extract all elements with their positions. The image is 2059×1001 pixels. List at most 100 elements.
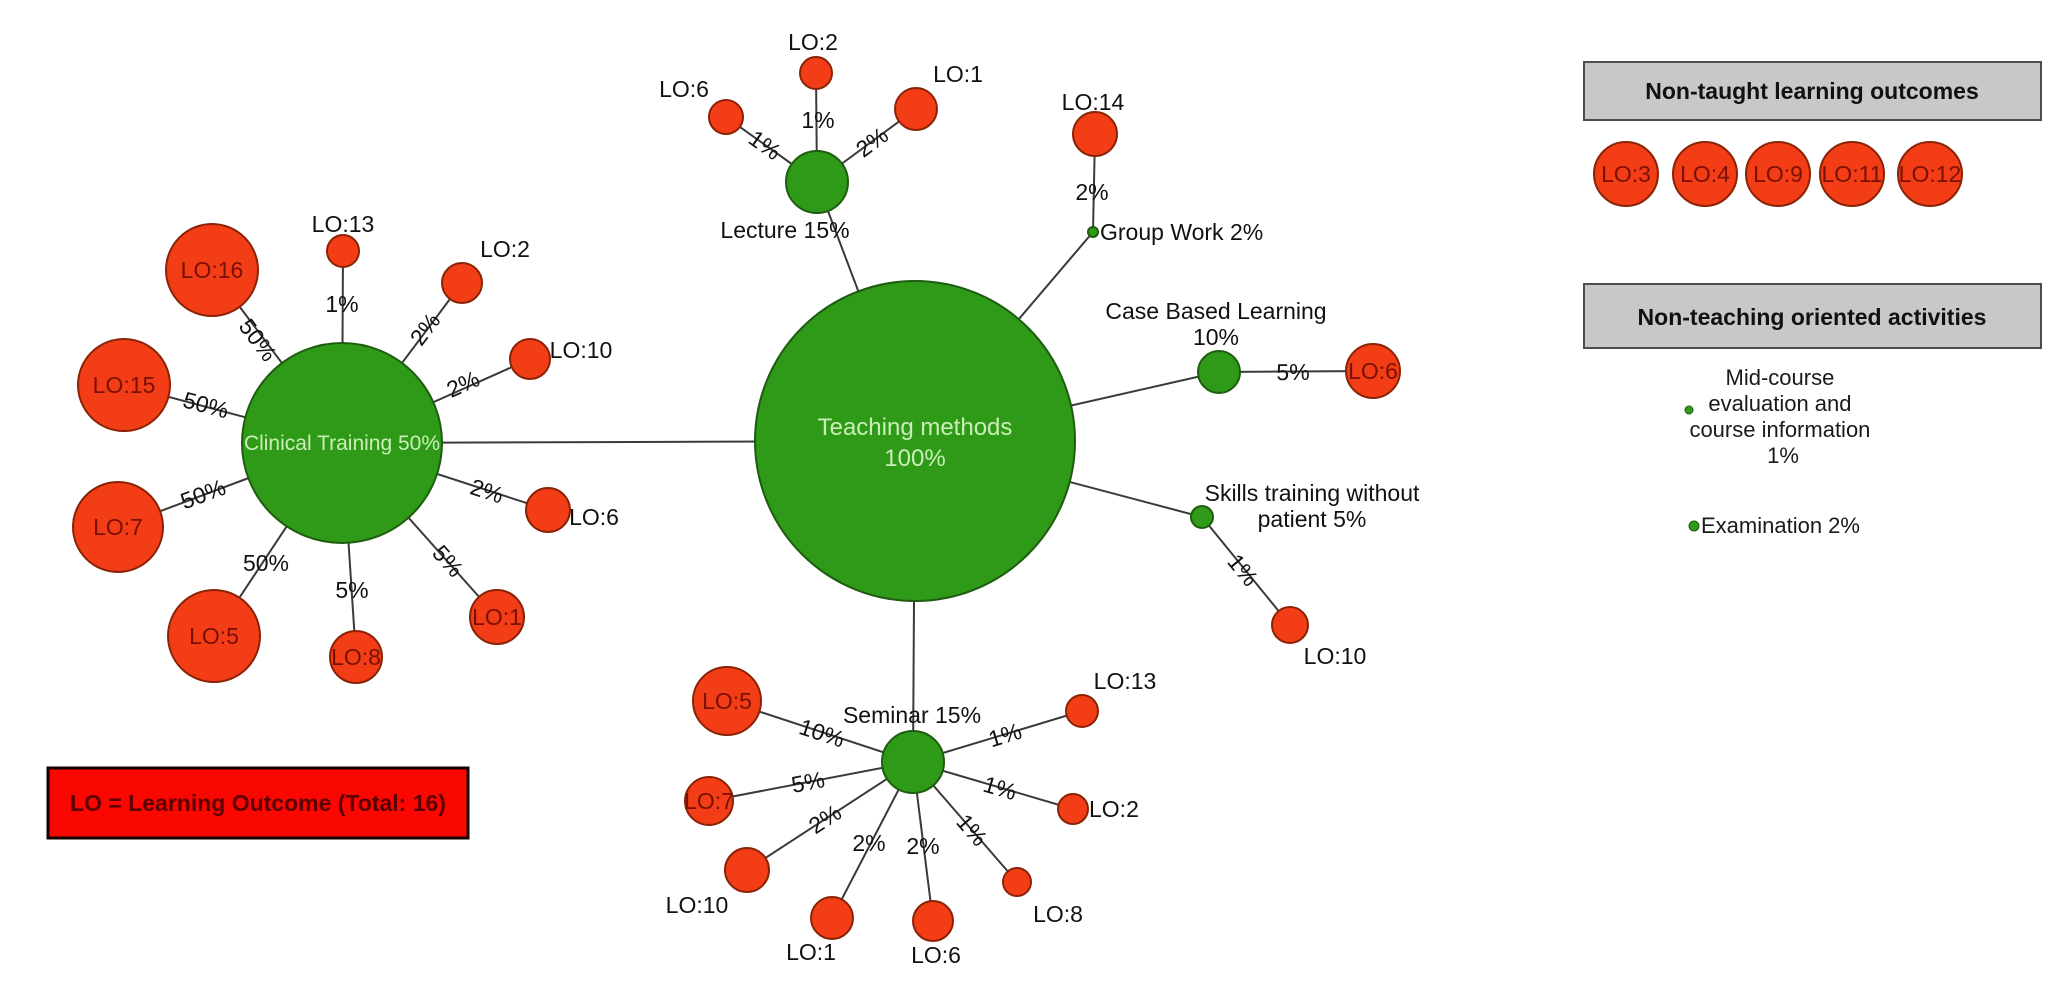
node-label-cb-lo6: LO:6 <box>1348 358 1398 384</box>
edge-label-seminar-se-lo1: 2% <box>852 830 885 856</box>
node-label-c-lo5: LO:5 <box>189 623 239 649</box>
node-c-lo1 <box>469 589 525 645</box>
edge-label-seminar-se-lo6: 2% <box>906 833 939 859</box>
activity-mid-course: Mid-course evaluation and course informa… <box>1684 365 1870 468</box>
node-seminar <box>881 730 945 794</box>
node-se-lo8 <box>1002 867 1032 897</box>
legend-box-rect <box>46 766 470 840</box>
edge-label-clinical-c-lo7: 50% <box>177 474 229 515</box>
edge-label-seminar-se-lo10: 2% <box>804 799 846 839</box>
node-label-c-lo2: LO:2 <box>480 236 530 262</box>
node-c-lo10 <box>509 338 551 380</box>
activity-examination: Examination 2% <box>1688 513 1860 538</box>
panel-non-taught: Non-taught learning outcomes <box>1583 61 2042 121</box>
examination-dot-icon <box>1688 520 1700 532</box>
panel-non-taught-box <box>1583 61 2042 121</box>
legend-box: LO = Learning Outcome (Total: 16) <box>46 766 470 840</box>
node-nt-lo9 <box>1745 141 1811 207</box>
node-group-work <box>1087 226 1099 238</box>
nodes-layer <box>72 56 1963 942</box>
node-label-c-lo6: LO:6 <box>569 504 619 530</box>
edge-label-clinical-c-lo8: 5% <box>335 577 368 603</box>
node-label-se-lo10: LO:10 <box>666 892 729 918</box>
edge-label-lecture-l-lo1: 2% <box>851 122 893 163</box>
edge-label-clinical-c-lo10: 2% <box>443 365 484 402</box>
node-label-seminar: Seminar 15% <box>843 702 981 728</box>
edge-label-seminar-se-lo5: 10% <box>796 713 848 752</box>
edge-skills-s-lo10 <box>1201 516 1291 626</box>
edge-seminar-se-lo10 <box>746 761 914 871</box>
node-se-lo1 <box>810 896 854 940</box>
node-label-se-lo7: LO:7 <box>684 788 734 814</box>
node-nt-lo12 <box>1897 141 1963 207</box>
node-label-lecture: Lecture 15% <box>720 217 849 243</box>
node-label-se-lo8: LO:8 <box>1033 901 1083 927</box>
node-label-l-lo2: LO:2 <box>788 29 838 55</box>
edge-label-seminar-se-lo2: 1% <box>980 771 1019 805</box>
node-label-clinical: Clinical Training 50% <box>244 432 440 455</box>
node-label-l-lo6: LO:6 <box>659 76 709 102</box>
node-s-lo10 <box>1271 606 1309 644</box>
mid-course-dot-icon <box>1684 405 1694 415</box>
node-se-lo13 <box>1065 694 1099 728</box>
panel-non-teaching: Non-teaching oriented activities <box>1583 283 2042 349</box>
node-se-lo2 <box>1057 793 1089 825</box>
node-clinical <box>241 342 443 544</box>
node-label-nt-lo11: LO:11 <box>1822 161 1883 187</box>
node-c-lo5 <box>167 589 261 683</box>
node-nt-lo11 <box>1819 141 1885 207</box>
node-label-c-lo7: LO:7 <box>93 514 143 540</box>
node-l-lo2 <box>799 56 833 90</box>
node-label-teaching: Teaching methods 100% <box>818 414 1013 472</box>
node-c-lo7 <box>72 481 164 573</box>
node-label-se-lo2: LO:2 <box>1089 796 1139 822</box>
edge-seminar-se-lo7 <box>708 761 914 802</box>
node-c-lo16 <box>165 223 259 317</box>
node-label-case-based: Case Based Learning 10% <box>1105 298 1326 350</box>
node-label-c-lo1: LO:1 <box>472 604 522 630</box>
node-labels-layer: Teaching methods 100% Clinical Training 50… <box>93 29 1962 968</box>
edge-label-lecture-l-lo6: 1% <box>744 125 786 165</box>
node-label-c-lo16: LO:16 <box>181 257 244 283</box>
node-skills <box>1190 505 1214 529</box>
node-c-lo13 <box>326 234 360 268</box>
node-label-skills: Skills training without patient 5% <box>1205 480 1420 532</box>
node-label-se-lo5: LO:5 <box>702 688 752 714</box>
node-label-nt-lo9: LO:9 <box>1753 161 1803 187</box>
edge-label-group-work-g-lo14: 2% <box>1075 179 1108 205</box>
node-c-lo2 <box>441 262 483 304</box>
node-l-lo1 <box>894 87 938 131</box>
edge-label-seminar-se-lo7: 5% <box>789 766 827 798</box>
node-l-lo6 <box>708 99 744 135</box>
edge-label-clinical-c-lo5: 50% <box>243 550 289 576</box>
edge-label-clinical-c-lo13: 1% <box>325 291 358 317</box>
node-label-c-lo8: LO:8 <box>331 644 381 670</box>
node-teaching <box>754 280 1076 602</box>
examination-label: Examination 2% <box>1701 513 1860 538</box>
node-se-lo6 <box>912 900 954 942</box>
node-label-nt-lo3: LO:3 <box>1601 161 1651 187</box>
node-nt-lo4 <box>1672 141 1738 207</box>
node-se-lo10 <box>724 847 770 893</box>
panel-non-taught-title: Non-taught learning outcomes <box>1645 78 1979 104</box>
node-c-lo8 <box>329 630 383 684</box>
node-label-se-lo13: LO:13 <box>1094 668 1157 694</box>
legend-box-label: LO = Learning Outcome (Total: 16) <box>70 790 446 816</box>
node-nt-lo3 <box>1593 141 1659 207</box>
node-c-lo15 <box>77 338 171 432</box>
node-label-c-lo10: LO:10 <box>550 337 613 363</box>
panel-non-teaching-title: Non-teaching oriented activities <box>1638 304 1987 330</box>
edge-label-clinical-c-lo16: 50% <box>234 314 282 366</box>
edge-label-clinical-c-lo15: 50% <box>180 387 231 424</box>
edge-label-seminar-se-lo8: 1% <box>951 809 992 851</box>
node-label-nt-lo12: LO:12 <box>1899 161 1962 187</box>
node-lecture <box>785 150 849 214</box>
node-case-based <box>1197 350 1241 394</box>
node-label-se-lo6: LO:6 <box>911 942 961 968</box>
node-label-l-lo1: LO:1 <box>933 61 983 87</box>
node-label-nt-lo4: LO:4 <box>1680 161 1730 187</box>
node-label-group-work: Group Work 2% <box>1100 219 1263 245</box>
edge-label-lecture-l-lo2: 1% <box>801 107 834 133</box>
